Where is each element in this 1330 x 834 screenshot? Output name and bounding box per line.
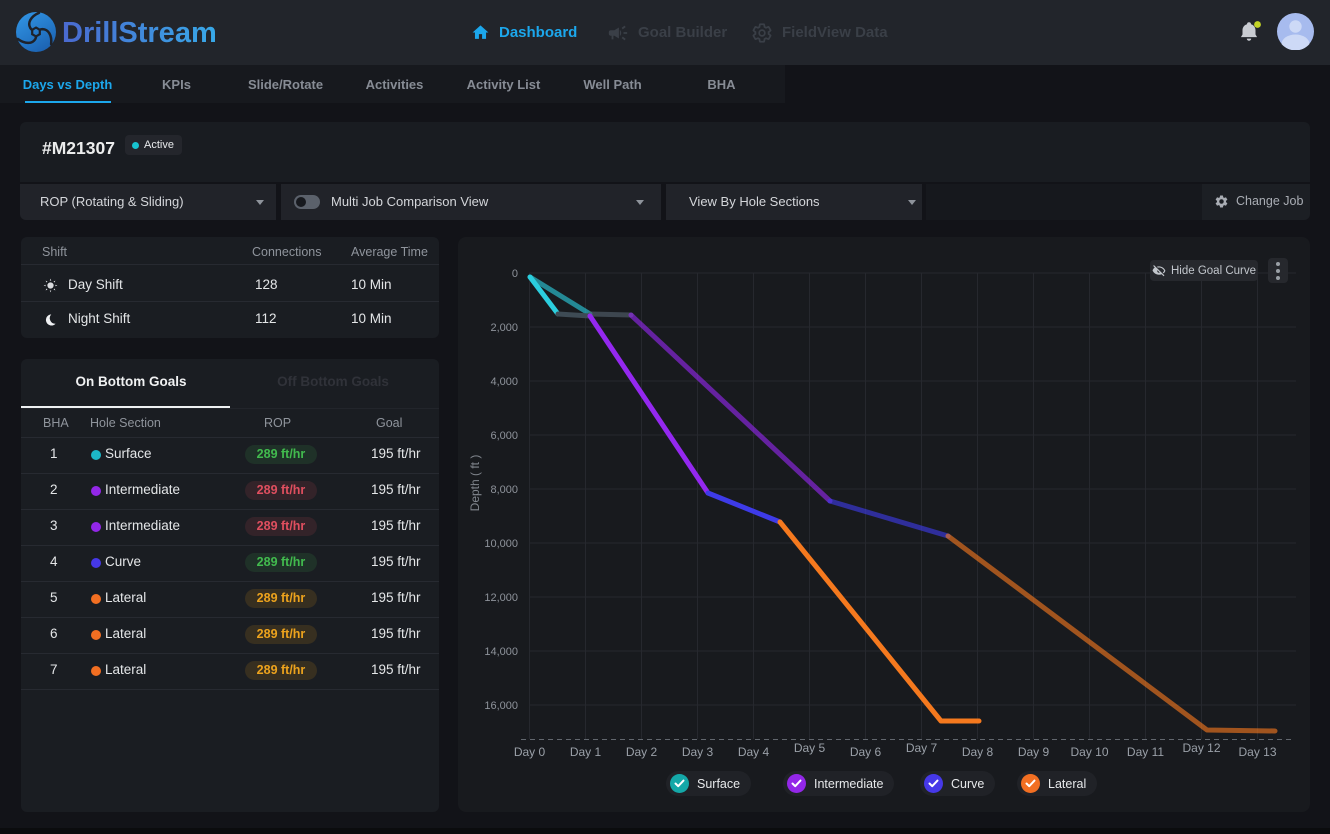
svg-text:Depth ( ft ): Depth ( ft ) xyxy=(468,455,482,512)
svg-text:14,000: 14,000 xyxy=(484,646,518,658)
svg-text:Day 10: Day 10 xyxy=(1070,745,1108,759)
svg-text:Day 5: Day 5 xyxy=(794,741,826,755)
svg-text:Day 0: Day 0 xyxy=(514,745,546,759)
svg-text:Day 11: Day 11 xyxy=(1127,745,1164,759)
svg-text:Day 4: Day 4 xyxy=(738,745,770,759)
svg-text:Day 9: Day 9 xyxy=(1018,745,1050,759)
svg-text:2,000: 2,000 xyxy=(490,322,518,334)
svg-text:Day 8: Day 8 xyxy=(962,745,994,759)
svg-text:DrillStream: DrillStream xyxy=(62,17,217,49)
svg-text:10,000: 10,000 xyxy=(484,538,518,550)
svg-text:Day 13: Day 13 xyxy=(1238,745,1276,759)
svg-text:Day 1: Day 1 xyxy=(570,745,602,759)
svg-text:Day 12: Day 12 xyxy=(1182,741,1220,755)
svg-text:4,000: 4,000 xyxy=(490,376,518,388)
svg-text:8,000: 8,000 xyxy=(490,484,518,496)
svg-text:16,000: 16,000 xyxy=(484,700,518,712)
svg-text:12,000: 12,000 xyxy=(484,592,518,604)
svg-text:0: 0 xyxy=(512,268,518,280)
svg-text:Day 6: Day 6 xyxy=(850,745,882,759)
svg-text:Day 7: Day 7 xyxy=(906,741,938,755)
svg-text:Day 2: Day 2 xyxy=(626,745,658,759)
svg-text:6,000: 6,000 xyxy=(490,430,518,442)
svg-text:Day 3: Day 3 xyxy=(682,745,714,759)
